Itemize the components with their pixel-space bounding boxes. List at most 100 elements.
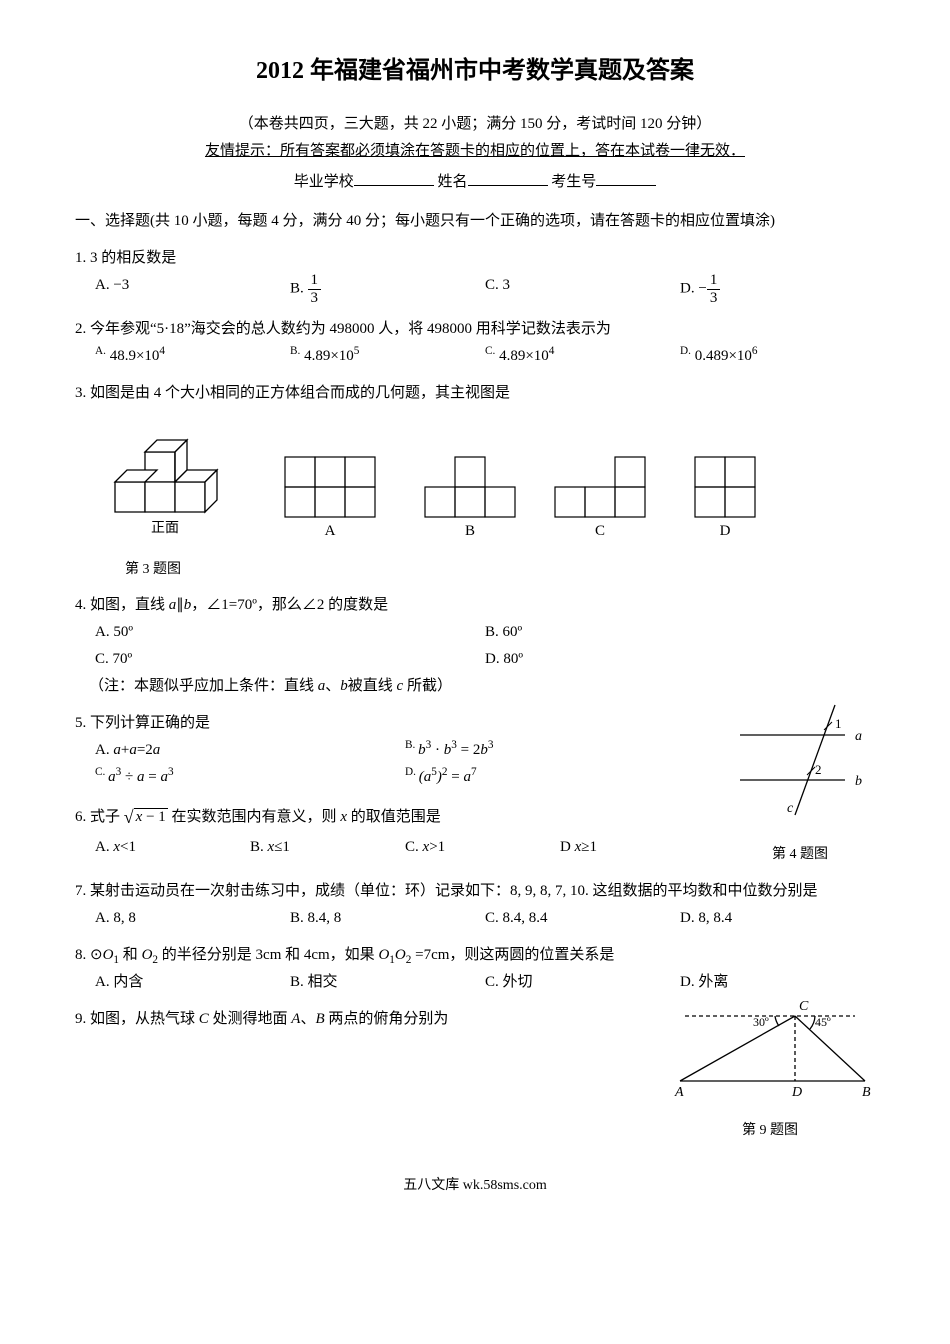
q5-d-3: a (463, 769, 471, 785)
q7-opt-c: C. 8.4, 8.4 (485, 905, 680, 932)
q2-opt-a: A. 48.9×104 (95, 343, 290, 370)
q5-opt-c: C. a3 ÷ a = a3 (95, 764, 405, 791)
q2-stem: 2. 今年参观“5·18”海交会的总人数约为 498000 人，将 498000… (75, 316, 875, 343)
q3-label-a: A (325, 523, 336, 539)
q2-d-prefix: D. (680, 345, 691, 357)
q5-d-eq: = (448, 769, 464, 785)
label-name: 姓名 (437, 174, 467, 190)
q5-b-pre: B. (405, 739, 418, 751)
q4-opt-a: A. 50º (95, 619, 485, 646)
q5-a-4: =2 (137, 742, 153, 758)
exam-info: （本卷共四页，三大题，共 22 小题；满分 150 分，考试时间 120 分钟） (75, 111, 875, 138)
blank-id (596, 170, 656, 186)
q2-a-prefix: A. (95, 345, 106, 357)
q9-pre: 9. 如图，从热气球 (75, 1011, 199, 1027)
q8-pre: 8. ⊙ (75, 947, 103, 963)
q5-b-mid: · (431, 742, 444, 758)
svg-text:B: B (862, 1085, 871, 1100)
question-2: 2. 今年参观“5·18”海交会的总人数约为 498000 人，将 498000… (75, 316, 875, 370)
svg-text:c: c (787, 801, 794, 816)
q6-c-pre: C. (405, 839, 423, 855)
q5-b-1: b (418, 742, 426, 758)
svg-text:30º: 30º (753, 1015, 769, 1029)
question-8: 8. ⊙O1 和 O2 的半径分别是 3cm 和 4cm，如果 O1O2 =7c… (75, 942, 875, 996)
q8-opt-c: C. 外切 (485, 969, 680, 996)
fraction-1-3: 13 (308, 272, 322, 306)
svg-text:C: C (799, 999, 809, 1014)
q5-d-s3: 7 (471, 766, 477, 778)
q4-opt-d: D. 80º (485, 646, 875, 673)
q9-figure: C A D B 30º 45º 第 9 题图 (665, 996, 875, 1143)
q4-note-b: b (340, 678, 348, 694)
q5-c-eq: = (145, 769, 161, 785)
q4-note-end: 所截） (403, 678, 452, 694)
q6-sqrt-m1: − 1 (142, 809, 165, 825)
q9-fig-caption: 第 9 题图 (665, 1118, 875, 1143)
q5-c-mid: ÷ (121, 769, 137, 785)
svg-text:a: a (855, 729, 862, 744)
q5-a-pre: A. (95, 742, 113, 758)
q7-stem: 7. 某射击运动员在一次射击练习中，成绩（单位：环）记录如下：8, 9, 8, … (75, 878, 875, 905)
q4-opt-b: B. 60º (485, 619, 875, 646)
label-school: 毕业学校 (294, 174, 354, 190)
q3-label-d: D (720, 523, 731, 539)
q9-sep: 、 (300, 1011, 315, 1027)
section-1-heading: 一、选择题(共 10 小题，每题 4 分，满分 40 分；每小题只有一个正确的选… (75, 208, 875, 235)
q2-opt-c: C. 4.89×104 (485, 343, 680, 370)
q5-a-1: a (113, 742, 121, 758)
q6-opt-b: B. x≤1 (250, 834, 405, 861)
q8-o3: O (378, 947, 389, 963)
q4-stem-post: ，∠1=70º，那么∠2 的度数是 (191, 597, 388, 613)
question-4: 4. 如图，直线 a∥b，∠1=70º，那么∠2 的度数是 A. 50º B. … (75, 592, 875, 700)
q4-figure: a b c 1 2 第 4 题图 (725, 700, 875, 867)
svg-text:45º: 45º (815, 1015, 831, 1029)
page-title: 2012 年福建省福州市中考数学真题及答案 (75, 50, 875, 93)
q5-c-pre: C. (95, 766, 108, 778)
q9-b: B (315, 1011, 324, 1027)
q6-a-pre: A. (95, 839, 113, 855)
label-id: 考生号 (551, 174, 596, 190)
q2-opt-d: D. 0.489×106 (680, 343, 875, 370)
q8-o2: O (142, 947, 153, 963)
q2-d-sup: 6 (752, 345, 758, 357)
q5-opt-a: A. a+a=2a (95, 737, 405, 764)
q6-x: x (340, 809, 347, 825)
student-info-line: 毕业学校 姓名 考生号 (75, 169, 875, 196)
q5-c-3: a (160, 769, 168, 785)
q2-c-sup: 4 (549, 345, 555, 357)
q9-mid: 处测得地面 (209, 1011, 292, 1027)
q5-b-3: b (480, 742, 488, 758)
question-7: 7. 某射击运动员在一次射击练习中，成绩（单位：环）记录如下：8, 9, 8, … (75, 878, 875, 932)
svg-text:1: 1 (835, 716, 842, 731)
q2-a-body: 48.9×10 (110, 348, 160, 364)
q4-fig-caption: 第 4 题图 (725, 842, 875, 867)
blank-school (354, 170, 434, 186)
q1-opt-b: B. 13 (290, 272, 485, 306)
blank-name (468, 170, 548, 186)
q3-figure-row: 正面 A B C D (105, 417, 875, 582)
q6-d-pre: D (560, 839, 575, 855)
q9-post: 两点的俯角分别为 (325, 1011, 449, 1027)
q4-stem-pre: 4. 如图，直线 (75, 597, 169, 613)
q6-c-rel: >1 (429, 839, 445, 855)
page-footer: 五八文库 wk.58sms.com (75, 1173, 875, 1198)
q3-label-b: B (465, 523, 475, 539)
q5-opt-b: B. b3 · b3 = 2b3 (405, 737, 715, 764)
q6-d-rel: ≥1 (581, 839, 597, 855)
q8-post: =7cm，则这两圆的位置关系是 (411, 947, 614, 963)
q8-opt-b: B. 相交 (290, 969, 485, 996)
q6-post: 在实数范围内有意义，则 (172, 809, 341, 825)
q8-opt-a: A. 内含 (95, 969, 290, 996)
q8-o4: O (395, 947, 406, 963)
q1-opt-c: C. 3 (485, 272, 680, 306)
q6-b-rel: ≤1 (274, 839, 290, 855)
q6-a-rel: <1 (120, 839, 136, 855)
q6-post2: 的取值范围是 (347, 809, 441, 825)
q8-stem: 8. ⊙O1 和 O2 的半径分别是 3cm 和 4cm，如果 O1O2 =7c… (75, 942, 875, 969)
svg-text:A: A (674, 1085, 684, 1100)
q5-c-2: a (137, 769, 145, 785)
q6-opt-c: C. x>1 (405, 834, 560, 861)
q3-svg: 正面 A B C D (105, 417, 825, 547)
q8-stem-mid: 的半径分别是 3cm 和 4cm，如果 (158, 947, 378, 963)
q3-main-caption: 正面 (151, 521, 179, 536)
